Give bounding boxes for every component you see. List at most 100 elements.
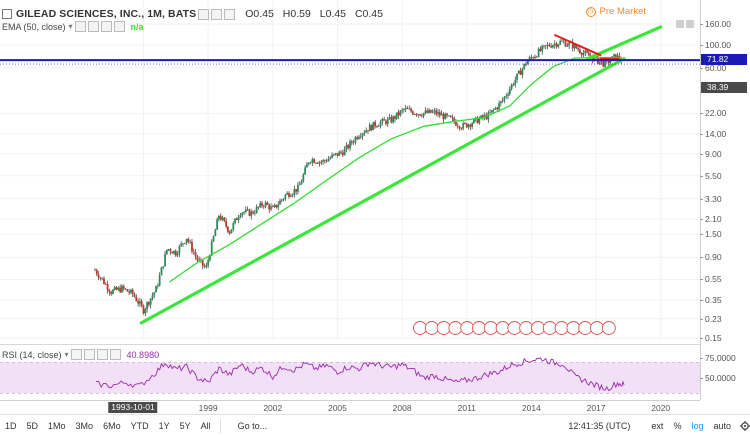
time-axis[interactable]: 199619992002200520082011201420172020 199… xyxy=(0,400,700,414)
time-tick-label: 2014 xyxy=(521,403,541,413)
candle-body xyxy=(241,212,244,215)
red-trendline[interactable] xyxy=(554,34,602,57)
price-axis[interactable]: 160.00 100.00 60.00 22.00 14.00 9.00 5.50 3.30 2… xyxy=(699,0,750,400)
candle-body xyxy=(108,290,111,293)
green-trendline[interactable] xyxy=(139,57,626,325)
earnings-marker-icon[interactable] xyxy=(531,321,545,335)
interval-all[interactable]: All xyxy=(200,420,211,431)
eye-icon[interactable] xyxy=(198,8,210,20)
toolbar-divider xyxy=(219,418,231,433)
log-toggle[interactable]: log xyxy=(691,421,704,431)
remove-icon[interactable] xyxy=(100,21,112,32)
rsi-chart-svg[interactable] xyxy=(0,345,700,401)
price-pane[interactable]: GILEAD SCIENCES, INC., 1M, BATS O0.45 H0… xyxy=(0,0,700,340)
candle-body xyxy=(464,123,466,125)
interval-3mo[interactable]: 3Mo xyxy=(75,420,94,431)
time-tick-label: 2008 xyxy=(392,403,412,413)
earnings-marker-icon[interactable] xyxy=(590,321,604,335)
earnings-marker-icon[interactable] xyxy=(436,321,451,335)
candle-body xyxy=(578,49,581,53)
earnings-marker-icon[interactable] xyxy=(448,321,463,335)
candle-body xyxy=(580,52,583,56)
settings-icon[interactable] xyxy=(83,349,95,360)
price-tick-label: 0.23 xyxy=(700,313,722,324)
ema-label[interactable]: EMA (50, close) xyxy=(2,21,66,32)
candle-body xyxy=(169,249,172,252)
candle-body xyxy=(429,109,432,113)
earnings-marker-icon[interactable] xyxy=(566,321,581,335)
candle-body xyxy=(306,164,308,168)
more-icon[interactable] xyxy=(113,21,125,32)
candle-body xyxy=(286,192,289,195)
chevron-down-icon[interactable]: ▾ xyxy=(68,22,73,31)
candle-body xyxy=(469,124,472,127)
candle-body xyxy=(297,184,299,192)
eye-icon[interactable] xyxy=(74,21,86,32)
price-tick-label: 1.50 xyxy=(700,229,722,240)
remove-icon[interactable] xyxy=(96,349,108,360)
interval-ytd[interactable]: YTD xyxy=(130,420,149,431)
interval-1mo[interactable]: 1Mo xyxy=(48,420,66,431)
green-trendline[interactable] xyxy=(585,25,663,61)
candle-body xyxy=(128,291,131,293)
candle-body xyxy=(210,241,213,256)
interval-6mo[interactable]: 6Mo xyxy=(103,420,121,431)
candle-body xyxy=(135,296,138,302)
candle-body xyxy=(140,301,143,306)
earnings-marker-icon[interactable] xyxy=(578,321,593,335)
earnings-marker-icon[interactable] xyxy=(472,321,486,335)
earnings-marker-icon[interactable] xyxy=(413,321,427,335)
gear-icon[interactable] xyxy=(740,421,750,431)
percent-toggle[interactable]: % xyxy=(673,421,682,431)
earnings-marker-icon[interactable] xyxy=(554,321,569,335)
maximize-pane-icon[interactable] xyxy=(676,20,684,28)
settings-icon[interactable] xyxy=(211,8,223,20)
settings-icon[interactable] xyxy=(87,21,99,32)
earnings-marker-icon[interactable] xyxy=(507,321,522,335)
candle-body xyxy=(422,112,425,117)
symbol-title[interactable]: GILEAD SCIENCES, INC., 1M, BATS xyxy=(16,8,197,20)
price-chart-svg[interactable] xyxy=(0,0,700,340)
candle-body xyxy=(349,141,351,149)
earnings-marker-icon[interactable] xyxy=(495,321,510,335)
rsi-label[interactable]: RSI (14, close) xyxy=(2,349,62,360)
interval-1y[interactable]: 1Y xyxy=(158,420,170,431)
candle-body xyxy=(133,293,136,297)
interval-5y[interactable]: 5Y xyxy=(179,420,191,431)
auto-toggle[interactable]: auto xyxy=(713,421,731,431)
candle-body xyxy=(385,120,387,125)
earnings-marker-icon[interactable] xyxy=(601,321,616,335)
goto-date-button[interactable]: Go to... xyxy=(237,420,268,431)
candle-body xyxy=(232,222,235,230)
candle-body xyxy=(126,289,129,292)
earnings-marker-icon[interactable] xyxy=(519,321,534,335)
crosshair-price-tag: 38.39 xyxy=(701,82,747,93)
interval-1d[interactable]: 1D xyxy=(5,420,17,431)
earnings-marker-icon[interactable] xyxy=(424,321,439,335)
candle-body xyxy=(410,108,412,112)
clock-readout[interactable]: 12:41:35 (UTC) xyxy=(568,421,631,431)
eye-icon[interactable] xyxy=(70,349,82,360)
rsi-pane[interactable]: RSI (14, close) ▾ 40.8980 xyxy=(0,344,700,400)
candle-body xyxy=(379,122,382,127)
earnings-marker-icon[interactable] xyxy=(542,321,557,335)
checkbox-icon[interactable] xyxy=(2,9,12,19)
chevron-down-icon[interactable]: ▾ xyxy=(64,350,69,359)
toolbar-right: 12:41:35 (UTC) ext % log auto xyxy=(568,415,750,436)
ext-toggle[interactable]: ext xyxy=(651,421,664,431)
candle-body xyxy=(314,163,317,164)
candle-body xyxy=(442,113,445,120)
earnings-marker-icon[interactable] xyxy=(460,321,475,335)
candle-body xyxy=(176,253,179,256)
candle-body xyxy=(225,220,228,227)
earnings-marker-icon[interactable] xyxy=(483,321,498,335)
remove-icon[interactable] xyxy=(224,8,236,20)
candle-body xyxy=(212,236,215,242)
interval-5d[interactable]: 5D xyxy=(26,420,39,431)
candle-body xyxy=(121,285,123,293)
collapse-pane-icon[interactable] xyxy=(686,20,694,28)
premarket-indicator[interactable]: ◷ Pre Market xyxy=(585,6,646,17)
more-icon[interactable] xyxy=(109,349,121,360)
candle-body xyxy=(137,301,140,304)
candle-body xyxy=(562,40,565,42)
